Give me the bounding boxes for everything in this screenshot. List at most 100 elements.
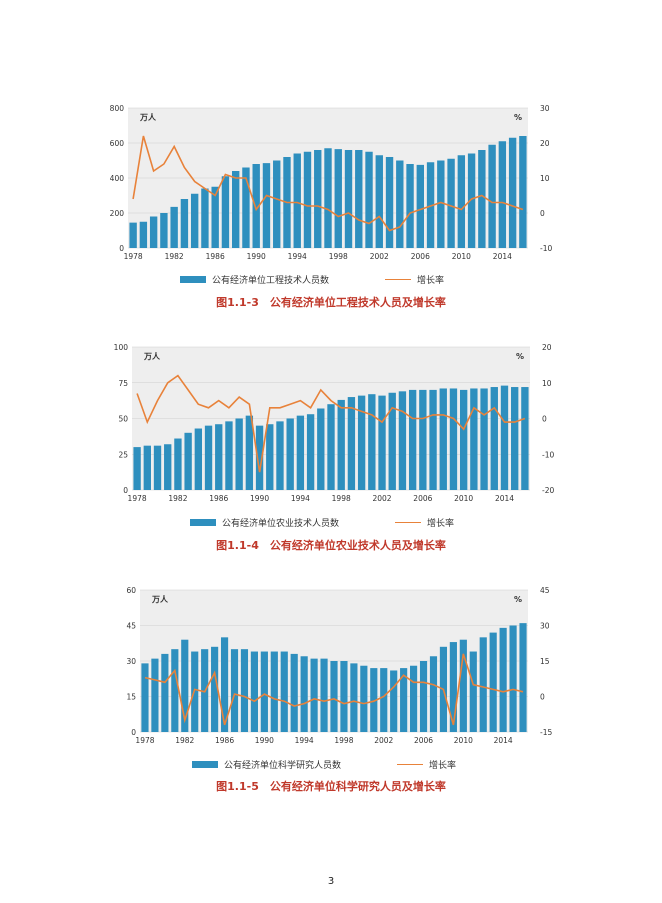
x-tick-label: 2006	[413, 494, 432, 503]
x-tick-label: 1982	[165, 252, 184, 261]
x-tick-label: 2014	[494, 736, 513, 745]
bar	[303, 151, 312, 248]
bar	[290, 653, 298, 732]
bar	[396, 160, 404, 248]
x-tick-label: 1998	[334, 736, 353, 745]
bar	[429, 656, 438, 732]
bar	[153, 445, 162, 490]
x-tick-label: 1982	[175, 736, 194, 745]
bar	[479, 637, 487, 732]
bar	[521, 387, 529, 490]
bar	[306, 414, 315, 490]
bar	[141, 663, 149, 732]
left-tick-label: 0	[131, 728, 136, 737]
right-tick-label: 20	[542, 343, 552, 352]
left-tick-label: 400	[110, 174, 125, 183]
legend-swatch-line	[397, 764, 424, 765]
x-tick-label: 2006	[411, 252, 430, 261]
x-tick-label: 1998	[332, 494, 351, 503]
x-tick-label: 2014	[493, 252, 512, 261]
legend-label-bar: 公有经济单位农业技术人员数	[222, 519, 340, 529]
bar	[230, 649, 239, 732]
bar	[211, 646, 219, 732]
x-tick-label: 1986	[215, 736, 234, 745]
bar	[509, 625, 517, 732]
bar	[314, 150, 322, 248]
right-tick-label: 0	[542, 415, 547, 424]
bar	[360, 665, 368, 732]
bar	[499, 627, 507, 732]
bar	[129, 222, 137, 248]
right-tick-label: 45	[540, 586, 550, 595]
legend-swatch-bar	[192, 761, 218, 768]
x-tick-label: 2002	[370, 252, 389, 261]
bar	[180, 199, 189, 248]
x-tick-label: 2002	[374, 736, 393, 745]
bar	[317, 408, 325, 490]
chart-legend-1: 公有经济单位工程技术人员数 增长率	[180, 273, 500, 286]
bar	[385, 157, 394, 248]
bar	[365, 151, 373, 248]
bar	[378, 395, 386, 490]
bar	[500, 385, 509, 490]
legend-swatch-bar	[180, 276, 206, 283]
x-tick-label: 1990	[247, 252, 266, 261]
legend-item-line: 增长率	[397, 758, 456, 771]
right-tick-label: 0	[540, 209, 545, 218]
growth-rate-line	[132, 135, 524, 232]
chart-title-3: 图1.1-5 公有经济单位科学研究人员及增长率	[216, 780, 446, 793]
bar	[139, 221, 148, 248]
left-tick-label: 50	[118, 415, 128, 424]
bar	[255, 425, 264, 490]
bar	[478, 150, 486, 248]
left-tick-label: 800	[110, 104, 125, 113]
bar	[459, 639, 467, 732]
bar	[320, 658, 328, 732]
right-tick-label: 0	[540, 693, 545, 702]
growth-rate-line	[144, 653, 524, 726]
legend-item-line: 增长率	[395, 516, 454, 529]
bar	[160, 213, 168, 248]
legend-label-line: 增长率	[429, 761, 457, 771]
bar	[161, 653, 169, 732]
left-tick-label: 30	[126, 657, 136, 666]
bar	[470, 388, 478, 490]
left-tick-label: 100	[114, 343, 129, 352]
bar	[419, 661, 428, 732]
bar	[344, 150, 353, 248]
bar	[519, 136, 527, 248]
bar	[149, 216, 158, 248]
right-tick-label: -10	[540, 244, 552, 253]
left-unit-label: 万人	[151, 594, 169, 604]
bar	[170, 206, 178, 248]
left-unit-label: 万人	[139, 112, 157, 122]
left-tick-label: 75	[118, 379, 128, 388]
bar	[340, 661, 348, 732]
bar	[426, 162, 435, 248]
right-tick-label: -15	[540, 728, 552, 737]
right-tick-label: 30	[540, 622, 550, 631]
growth-rate-line	[136, 374, 526, 473]
left-tick-label: 200	[110, 209, 125, 218]
bar	[184, 432, 192, 490]
bar	[171, 649, 179, 732]
x-tick-label: 1994	[295, 736, 314, 745]
bar	[151, 658, 159, 732]
x-tick-label: 2010	[454, 494, 473, 503]
bar	[490, 387, 498, 490]
bar	[398, 391, 407, 490]
bar	[211, 186, 219, 248]
left-tick-label: 600	[110, 139, 125, 148]
bar	[235, 418, 243, 490]
bar	[439, 388, 447, 490]
x-tick-label: 2002	[372, 494, 391, 503]
bar	[375, 155, 383, 248]
bar	[380, 668, 388, 732]
x-tick-label: 2006	[414, 736, 433, 745]
x-tick-label: 1990	[250, 494, 269, 503]
right-tick-label: 15	[540, 657, 550, 666]
chart-title-2: 图1.1-4 公有经济单位农业技术人员及增长率	[216, 539, 446, 552]
bar	[260, 651, 268, 732]
combo-chart-1: 0 200 400 600 800 -10 0 10 20 30 万人 % 1978 1982 1986 19…	[110, 104, 553, 261]
bar	[310, 658, 318, 732]
